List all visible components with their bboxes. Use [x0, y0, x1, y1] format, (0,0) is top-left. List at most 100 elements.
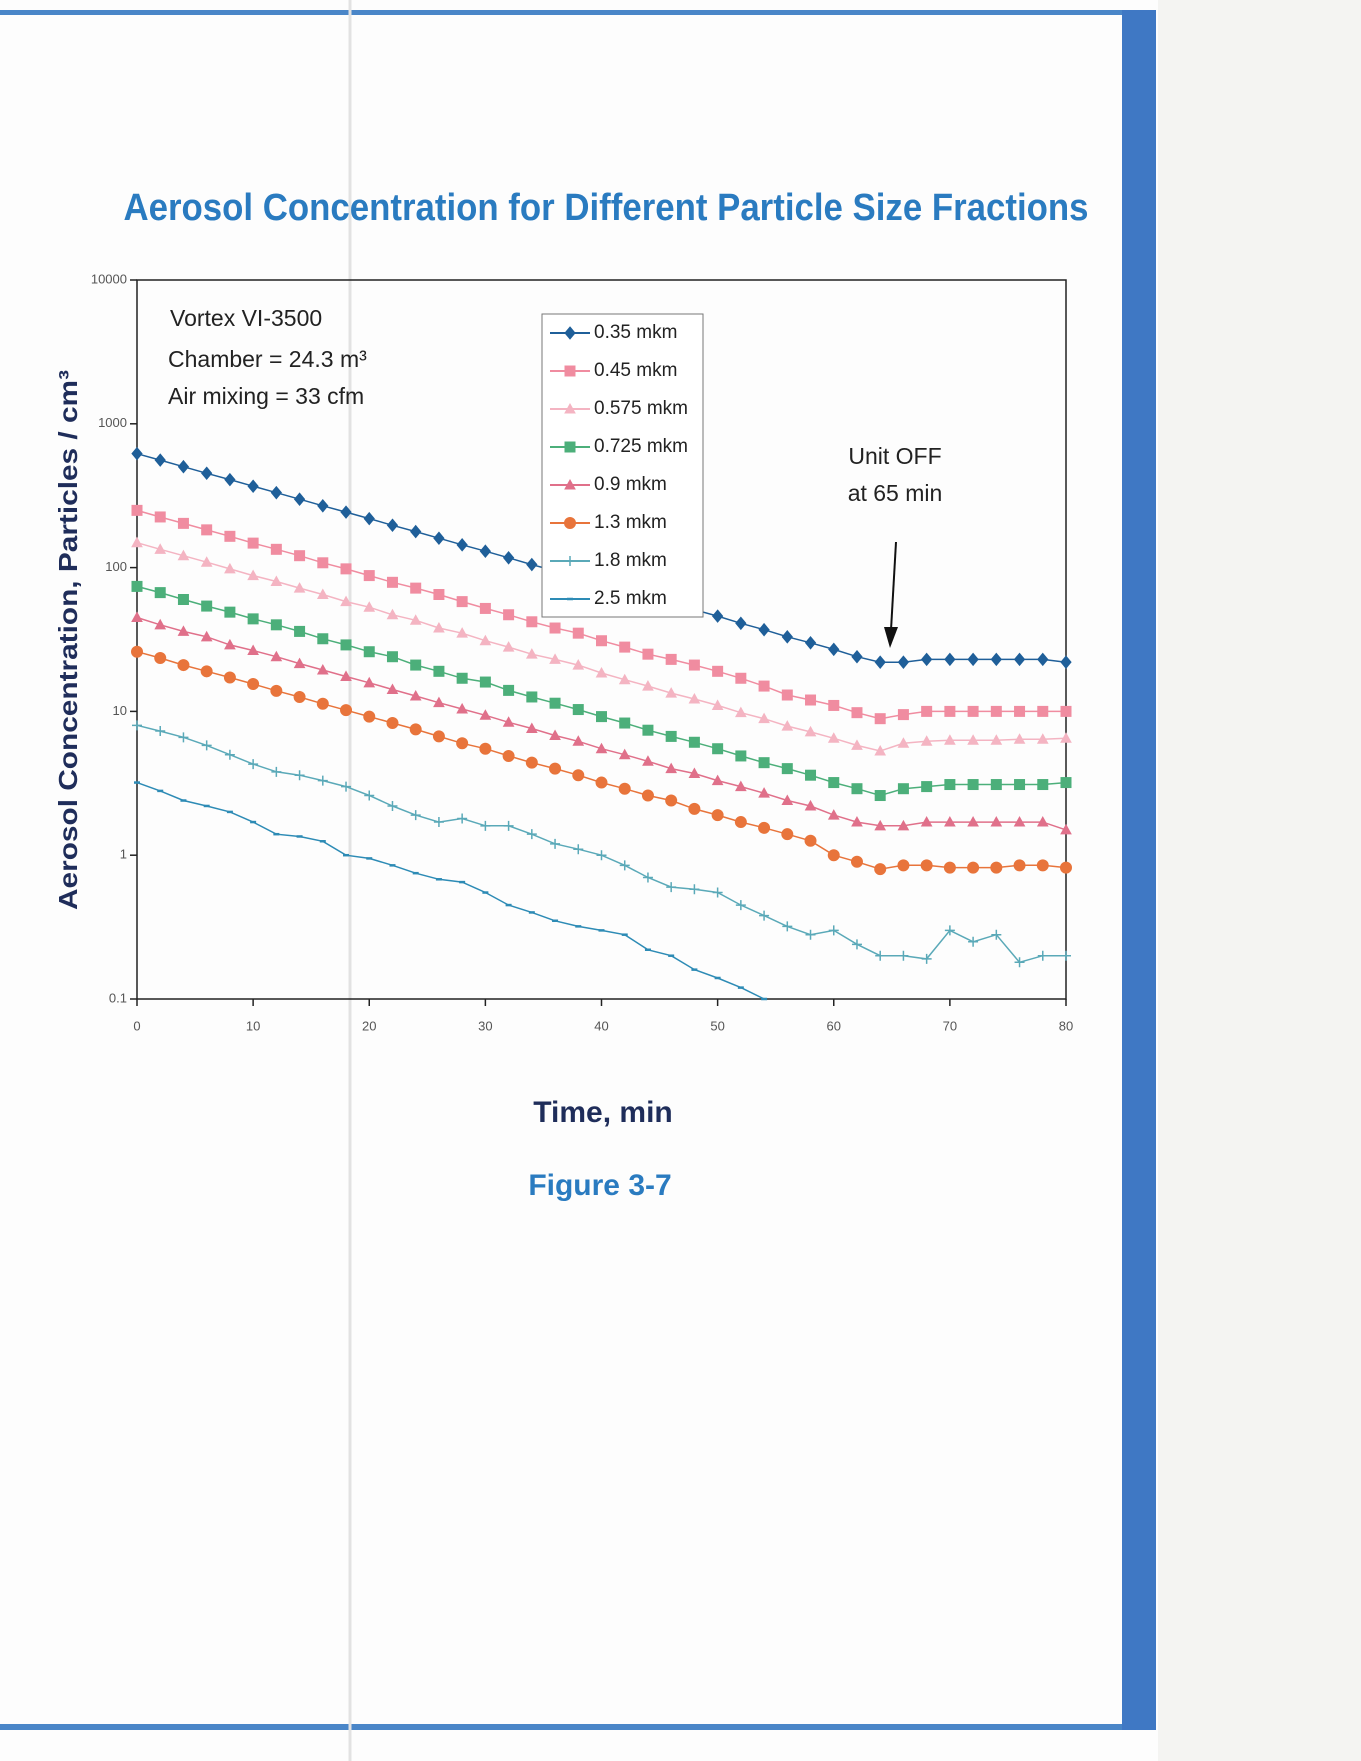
marker — [967, 652, 979, 667]
x-axis-label: Time, min — [533, 1096, 672, 1129]
marker — [294, 625, 306, 637]
marker — [1060, 861, 1072, 874]
marker — [178, 732, 189, 743]
marker — [410, 659, 422, 671]
marker — [711, 699, 724, 710]
marker — [456, 672, 468, 684]
marker — [804, 636, 817, 650]
marker — [502, 716, 515, 727]
marker — [735, 900, 746, 911]
marker — [897, 655, 910, 669]
annotation: Chamber = 24.3 m³ — [168, 346, 367, 372]
marker — [735, 780, 747, 792]
marker — [665, 687, 678, 698]
marker — [897, 819, 910, 831]
marker — [457, 813, 468, 824]
annotation: at 65 min — [848, 480, 943, 506]
page-edge — [1158, 0, 1361, 1761]
y-axis-label: Aerosol Concentration, Particles / cm³ — [53, 370, 83, 910]
marker — [201, 466, 213, 481]
marker — [851, 783, 863, 795]
marker — [595, 666, 608, 678]
marker — [921, 705, 933, 717]
marker — [665, 794, 678, 807]
marker — [944, 779, 956, 791]
marker — [711, 809, 724, 822]
marker — [781, 630, 793, 644]
legend-label: 0.35 mkm — [594, 322, 677, 343]
marker — [247, 569, 259, 581]
marker — [1060, 705, 1072, 717]
chart-title: Aerosol Concentration for Different Part… — [124, 187, 1089, 229]
marker — [967, 779, 979, 791]
marker — [564, 402, 576, 414]
marker — [688, 736, 700, 748]
marker — [642, 724, 654, 736]
marker — [479, 602, 491, 614]
marker — [596, 850, 607, 861]
marker — [1036, 859, 1049, 872]
marker — [781, 763, 793, 775]
marker — [828, 699, 840, 711]
marker — [270, 619, 282, 631]
marker — [1036, 816, 1049, 827]
marker — [293, 690, 306, 703]
marker — [759, 910, 770, 921]
marker — [271, 766, 282, 777]
marker — [781, 720, 794, 731]
marker — [247, 678, 260, 691]
y-tick-label: 1 — [120, 847, 127, 862]
marker — [131, 611, 143, 622]
marker — [154, 618, 167, 630]
marker — [564, 517, 576, 529]
marker — [131, 645, 143, 658]
marker — [154, 511, 166, 523]
annotation: Air mixing = 33 cfm — [168, 383, 364, 409]
marker — [874, 713, 886, 725]
marker — [735, 706, 747, 718]
marker — [990, 652, 1002, 667]
marker — [596, 711, 607, 723]
marker — [433, 665, 445, 677]
marker — [564, 365, 576, 377]
marker — [1037, 705, 1049, 717]
top-border — [0, 10, 1150, 15]
marker — [688, 802, 701, 815]
marker — [1061, 950, 1071, 961]
marker — [920, 816, 933, 827]
marker — [642, 872, 653, 883]
marker — [456, 737, 469, 750]
marker — [944, 652, 956, 667]
marker — [850, 855, 863, 868]
marker — [712, 665, 724, 677]
marker — [1014, 705, 1026, 717]
marker — [1013, 733, 1026, 744]
marker — [456, 627, 468, 638]
marker — [224, 530, 236, 542]
marker — [410, 582, 422, 594]
marker — [526, 691, 538, 703]
marker — [805, 769, 817, 781]
marker — [200, 556, 213, 567]
legend: 0.35 mkm 0.45 mkm 0.575 mkm 0.725 mkm 0.9 mk… — [541, 313, 704, 618]
marker — [943, 861, 956, 874]
right-band — [1122, 10, 1156, 1730]
marker — [177, 549, 190, 561]
marker — [224, 562, 236, 574]
legend-label: 0.725 mkm — [594, 436, 688, 457]
marker — [270, 485, 283, 500]
marker — [200, 665, 213, 678]
marker — [1060, 823, 1072, 835]
marker — [596, 635, 607, 647]
marker — [131, 580, 143, 592]
marker — [363, 601, 376, 612]
marker — [293, 657, 306, 669]
marker — [363, 511, 375, 526]
marker — [828, 925, 839, 936]
marker — [479, 742, 492, 755]
marker — [805, 694, 817, 706]
marker — [270, 684, 283, 697]
marker — [410, 524, 422, 539]
marker — [456, 702, 468, 714]
marker — [341, 781, 352, 792]
